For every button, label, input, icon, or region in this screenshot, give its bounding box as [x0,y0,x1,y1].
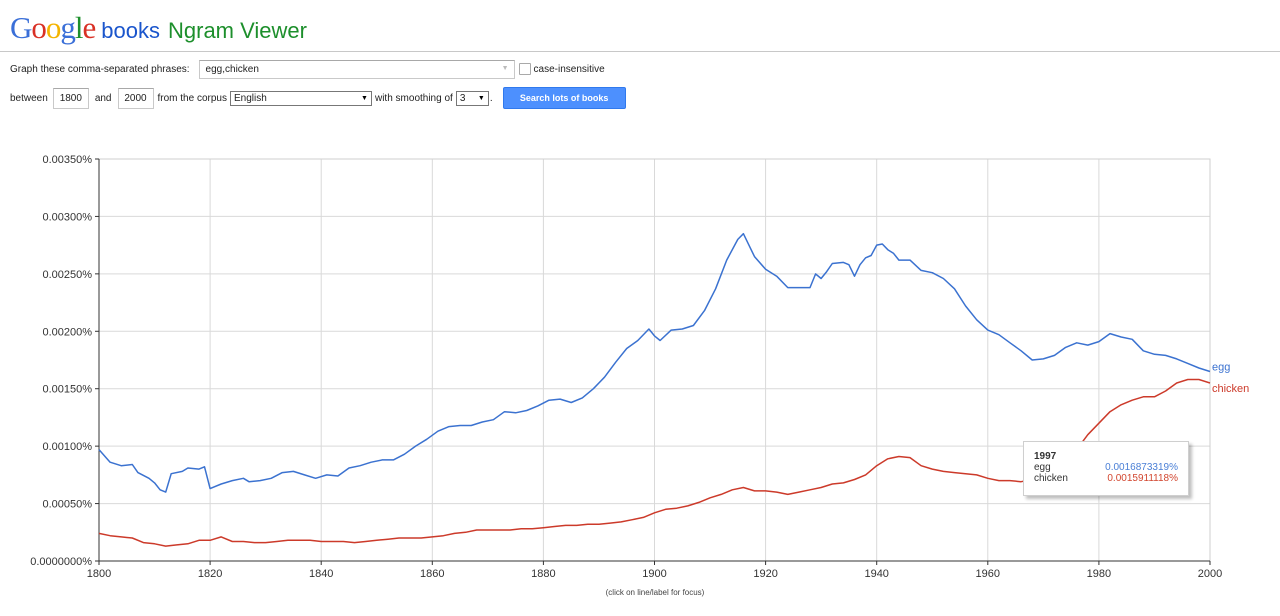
y-tick-label: 0.00200% [42,326,92,338]
case-insensitive-checkbox[interactable] [518,63,531,75]
x-tick-label: 1880 [531,568,555,580]
start-year-value: 1800 [59,92,82,104]
tooltip-series-value: 0.0016873319% [1105,462,1178,473]
x-tick-label: 1820 [198,568,222,580]
x-tick-label: 1980 [1087,568,1111,580]
chevron-down-icon[interactable]: ▼ [501,64,509,72]
y-tick-label: 0.00350% [42,154,92,166]
ngram-header: Google books Ngram Viewer [10,10,307,46]
chevron-down-icon: ▼ [361,94,368,102]
phrases-value: egg,chicken [205,63,259,75]
tooltip-series-name: chicken [1034,473,1068,484]
corpus-label: from the corpus [157,92,227,104]
y-tick-label: 0.00050% [42,499,92,511]
corpus-value: English [233,92,267,104]
logo-letter: e [82,10,97,45]
phrases-label: Graph these comma-separated phrases: [10,63,190,75]
logo-letter: G [10,10,32,45]
logo-letter: o [45,10,61,45]
x-tick-label: 1960 [976,568,1000,580]
x-tick-label: 1900 [642,568,666,580]
tooltip-series-value: 0.0015911118% [1107,473,1178,484]
tooltip-series-name: egg [1034,462,1051,473]
x-tick-label: 1940 [864,568,888,580]
smoothing-suffix: . [489,92,493,104]
x-tick-label: 1860 [420,568,444,580]
y-tick-label: 0.00300% [42,211,92,223]
series-line-egg[interactable] [98,232,1211,493]
smoothing-label: with smoothing of [374,92,453,104]
chart-footnote: (click on line/label for focus) [605,588,705,597]
smoothing-select[interactable]: 3 ▼ [455,90,489,106]
corpus-select[interactable]: English ▼ [229,90,372,106]
y-tick-label: 0.0000000% [30,556,92,568]
range-row: between 1800 and 2000 from the corpus En… [10,87,626,109]
chart-series-labels[interactable]: egg chicken [1212,361,1249,394]
chevron-down-icon: ▼ [477,94,485,102]
end-year-value: 2000 [124,92,147,104]
chart-grid [98,158,1211,562]
start-year-input[interactable]: 1800 [52,87,89,109]
chart-tooltip: 1997 egg 0.0016873319% chicken 0.0015911… [1023,441,1189,496]
phrases-input[interactable]: egg,chicken ▼ [198,59,515,79]
x-tick-label: 2000 [1198,568,1222,580]
books-logo-text: books [101,18,160,43]
google-logo[interactable]: Google [10,10,97,46]
header-divider [0,51,1280,52]
ngram-viewer-title: Ngram Viewer [168,18,307,43]
tooltip-row-egg: egg 0.0016873319% [1034,462,1178,473]
phrases-row: Graph these comma-separated phrases: egg… [10,58,605,80]
logo-letter: g [60,10,75,45]
tooltip-row-chicken: chicken 0.0015911118% [1034,473,1178,484]
between-label: between [10,92,48,104]
y-tick-label: 0.00250% [42,269,92,281]
and-label: and [94,92,112,104]
series-label-chicken[interactable]: chicken [1212,383,1249,395]
logo-letter: l [74,10,84,45]
tooltip-year: 1997 [1034,451,1057,462]
logo-letter: o [31,10,46,45]
series-label-egg[interactable]: egg [1212,361,1230,373]
smoothing-value: 3 [459,92,466,104]
y-tick-label: 0.00150% [42,384,92,396]
chart-axes: 1800 1820 1840 1860 1880 1900 1920 1940 1960 1980… [30,154,1222,580]
x-tick-label: 1840 [309,568,333,580]
end-year-input[interactable]: 2000 [117,87,154,109]
x-tick-label: 1920 [753,568,777,580]
search-button[interactable]: Search lots of books [502,87,626,109]
y-tick-label: 0.00100% [42,441,92,453]
x-tick-label: 1800 [87,568,111,580]
case-insensitive-label[interactable]: case-insensitive [533,63,605,75]
